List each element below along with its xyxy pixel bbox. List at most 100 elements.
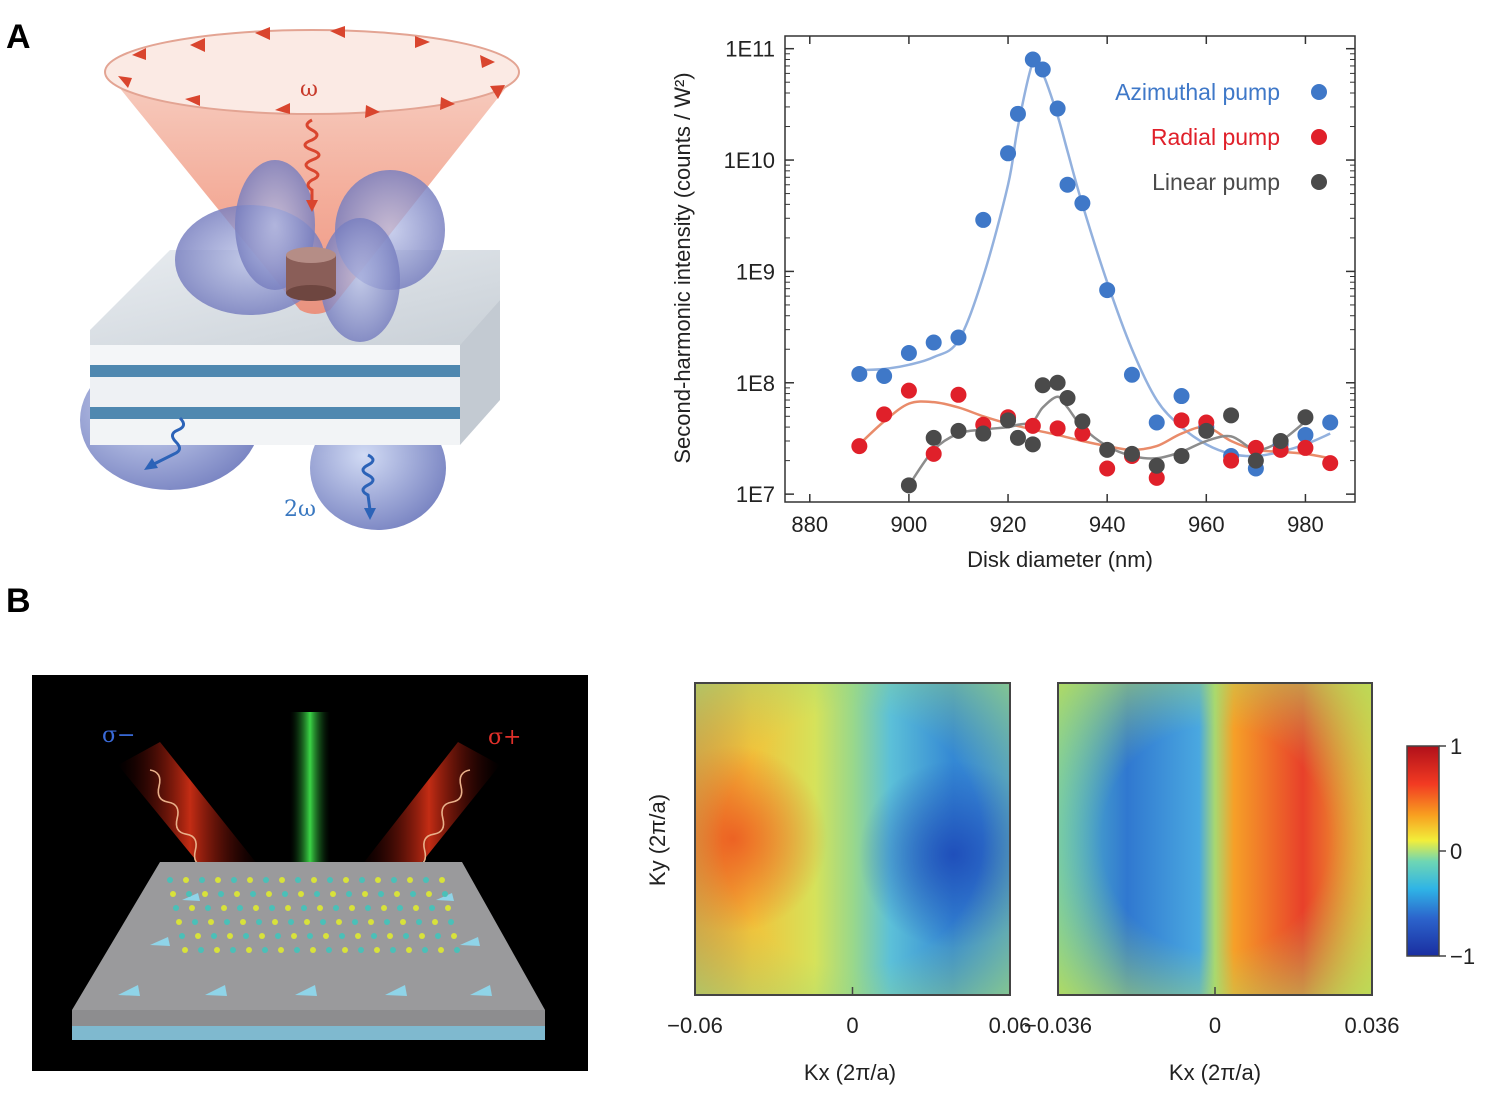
heatmap-2: −0.036 0 0.036 Kx (2π/a) — [1024, 682, 1400, 1085]
lattice-atom — [381, 905, 387, 911]
lattice-atom — [320, 919, 326, 925]
radial-pump-point — [851, 438, 868, 455]
colorbar-tick-label: 0 — [1450, 839, 1462, 864]
legend-marker-azimuthal-pump — [1311, 84, 1327, 100]
lattice-atom — [195, 933, 201, 939]
radial-pump-point — [900, 382, 917, 399]
lattice-atom — [394, 891, 400, 897]
y-tick-label: 1E11 — [725, 37, 775, 62]
lattice-atom — [231, 877, 237, 883]
lattice-atom — [346, 891, 352, 897]
slab-layer-5 — [90, 419, 460, 445]
panel-label-b: B — [6, 582, 31, 620]
lattice-atom — [214, 947, 220, 953]
sigma-plus-beam — [358, 742, 500, 892]
linear-pump-point — [1024, 436, 1041, 453]
lattice-atom — [387, 933, 393, 939]
lattice-atom — [368, 919, 374, 925]
lattice-atom — [400, 919, 406, 925]
lattice-atom — [423, 877, 429, 883]
azimuthal-pump-point — [950, 329, 967, 346]
heatmap-1-edge — [695, 683, 1010, 995]
azimuthal-pump-point — [1024, 51, 1041, 68]
radial-pump-point — [876, 406, 893, 423]
lattice-atom — [237, 905, 243, 911]
two-omega-label: 2ω — [284, 497, 316, 522]
azimuthal-pump-point — [1148, 414, 1165, 431]
sh-wave-left — [149, 416, 185, 468]
lattice-atom — [326, 947, 332, 953]
x-axis-title: Disk diameter (nm) — [967, 547, 1153, 572]
slab-layer-1 — [90, 345, 460, 365]
slab-layer-2 — [90, 365, 460, 377]
lattice-atom — [432, 919, 438, 925]
radial-pump-point — [1297, 439, 1314, 456]
x-tick-label: 920 — [990, 512, 1027, 537]
linear-pump-point — [950, 422, 967, 439]
lattice-atom — [359, 877, 365, 883]
radial-pump-point — [1223, 452, 1240, 469]
radial-pump-point — [1322, 455, 1339, 472]
azimuthal-pump-point — [925, 334, 942, 351]
lattice-atom — [202, 891, 208, 897]
lattice-atom — [205, 905, 211, 911]
azimuthal-pump-point — [1009, 105, 1026, 122]
linear-pump-point — [1198, 422, 1215, 439]
crystal-slab-side — [72, 1010, 545, 1026]
radial-pump-point — [1148, 469, 1165, 486]
radial-pump-point — [1099, 460, 1116, 477]
linear-pump-point — [1049, 374, 1066, 391]
y-tick-label: 1E9 — [736, 259, 775, 284]
sh-intensity-chart: 880 900 920 940 960 980 1E7 1E8 1E9 1E10 1E11 Dis… — [670, 35, 1356, 572]
azimuthal-pump-fit-line — [859, 58, 1331, 458]
y-tick-label: 1E8 — [736, 371, 775, 396]
azimuthal-pump-point — [1123, 366, 1140, 383]
linear-pump-point — [1059, 389, 1076, 406]
legend-marker-linear-pump — [1311, 174, 1327, 190]
lattice-atom — [215, 877, 221, 883]
lattice-atom — [390, 947, 396, 953]
lattice-atom — [183, 877, 189, 883]
lattice-atom — [288, 919, 294, 925]
x-tick-label: −0.06 — [667, 1013, 723, 1038]
lattice-atom — [224, 919, 230, 925]
lattice-atom — [243, 933, 249, 939]
linear-pump-point — [1272, 433, 1289, 450]
x-tick-label: 960 — [1188, 512, 1225, 537]
cone-rim — [104, 29, 520, 115]
colorbar-gradient — [1406, 745, 1440, 957]
azimuthal-pump-point — [1049, 100, 1066, 117]
lattice-atom — [307, 933, 313, 939]
lattice-atom — [413, 905, 419, 911]
lattice-atom — [438, 947, 444, 953]
lattice-atom — [375, 877, 381, 883]
y-tick-label: 1E7 — [736, 482, 775, 507]
azimuthal-pump-point — [1297, 426, 1314, 443]
azimuthal-pump-point — [975, 211, 992, 228]
panel-label-a: A — [6, 18, 31, 56]
azimuthal-pump-point — [1173, 388, 1190, 405]
lattice-atom — [301, 905, 307, 911]
lattice-atom — [310, 947, 316, 953]
x-tick-label: 0.06 — [989, 1013, 1032, 1038]
lattice-atom — [407, 877, 413, 883]
lattice-atom — [419, 933, 425, 939]
legend-label-azimuthal-pump: Azimuthal pump — [1115, 79, 1280, 105]
lattice-atom — [342, 947, 348, 953]
lattice-atom — [230, 947, 236, 953]
azimuthal-pump-point — [1059, 176, 1076, 193]
lattice-atom — [234, 891, 240, 897]
plot-frame — [784, 35, 1356, 503]
azimuthal-pump-point — [851, 365, 868, 382]
y-axis-title: Second-harmonic intensity (counts / W²) — [670, 72, 695, 463]
lattice-atom — [410, 891, 416, 897]
legend-label-radial-pump: Radial pump — [1151, 124, 1280, 150]
linear-pump-point — [1009, 429, 1026, 446]
azimuthal-pump-point — [1099, 282, 1116, 299]
lattice-atom — [167, 877, 173, 883]
y-tick-label: 1E10 — [724, 148, 775, 173]
y-axis: 1E7 1E8 1E9 1E10 1E11 — [724, 37, 1355, 507]
slab-layer-3 — [90, 377, 460, 407]
lattice-atom — [374, 947, 380, 953]
